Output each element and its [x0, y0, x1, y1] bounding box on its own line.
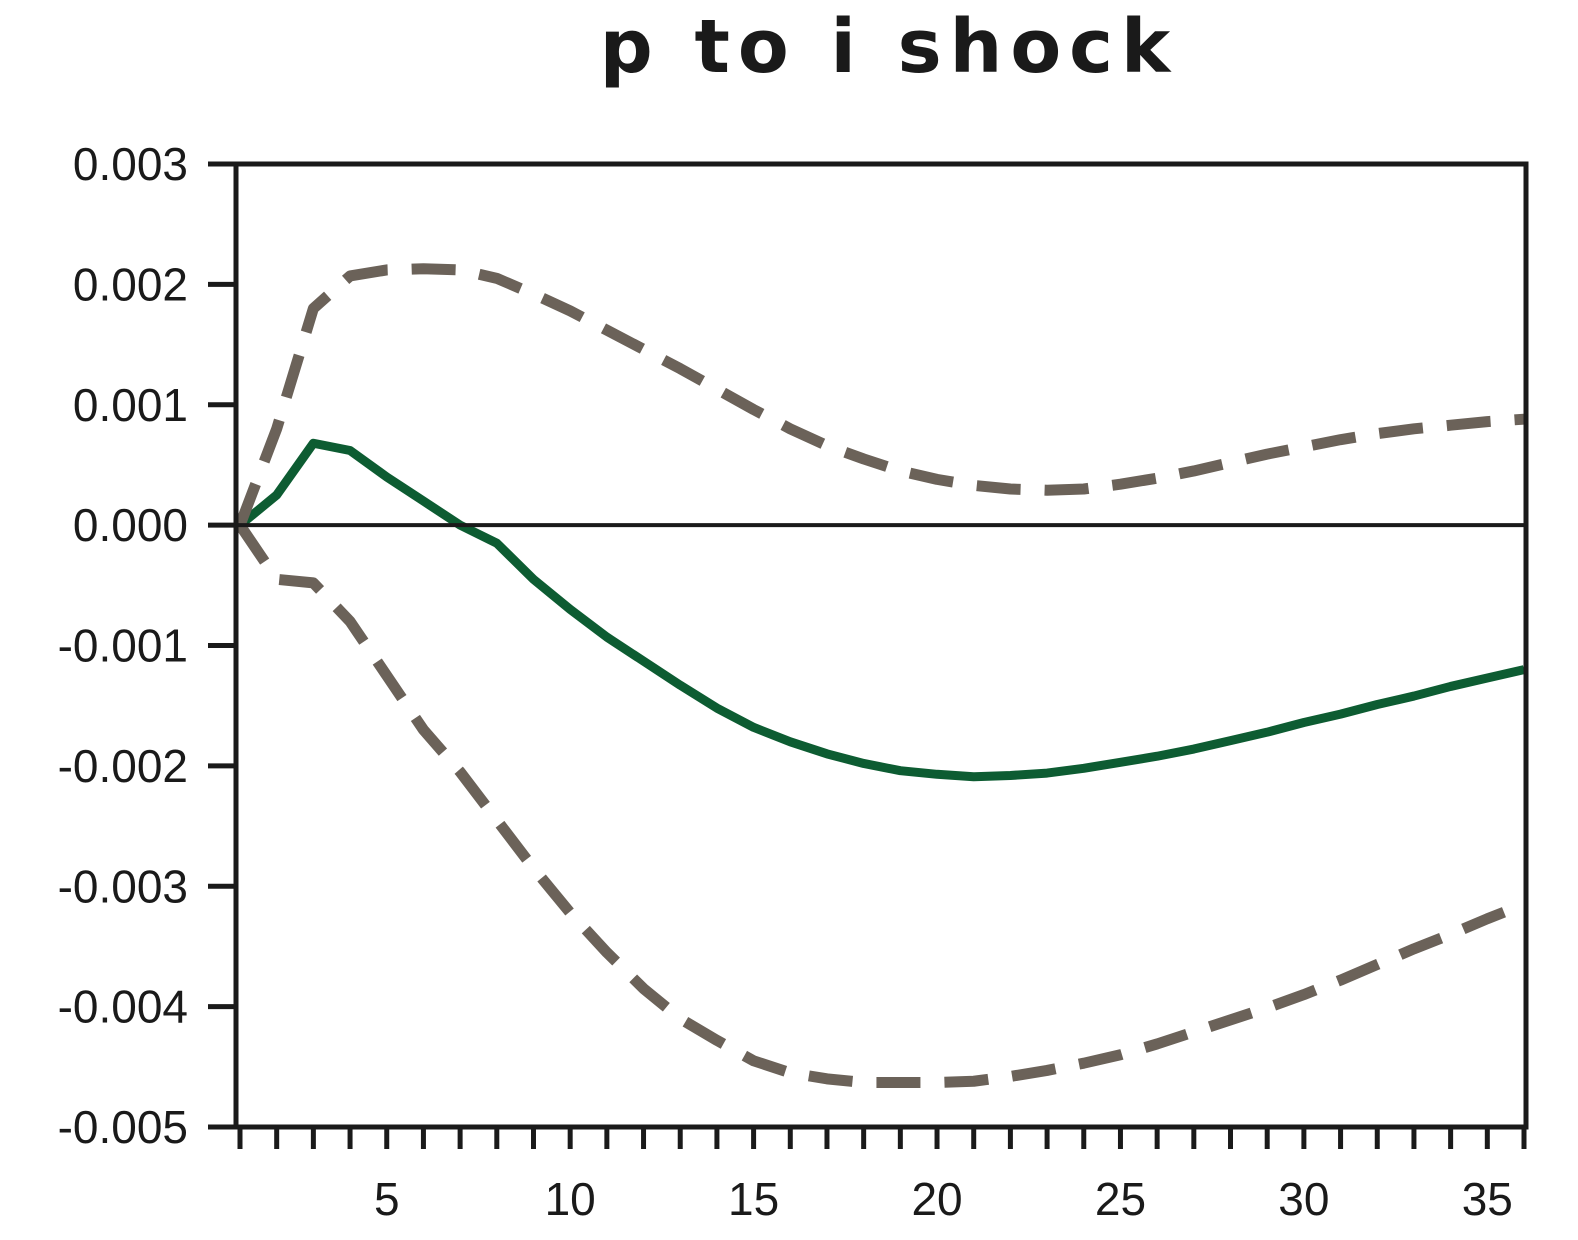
plot-frame [233, 161, 1529, 1130]
y-tick-label: -0.003 [58, 860, 188, 912]
series-layer [234, 263, 1527, 1088]
x-tick-label: 30 [1278, 1173, 1329, 1225]
x-tick-label: 25 [1095, 1173, 1146, 1225]
y-tick-label: -0.005 [58, 1101, 188, 1153]
y-axis: 0.003 0.002 0.001 0.000 -0.001 -0.002 -0.003 -0… [58, 138, 236, 1153]
response-line [237, 438, 1526, 782]
upper-band-line [234, 263, 1525, 528]
lower-band-line [235, 522, 1527, 1088]
y-tick-label: 0.000 [73, 499, 188, 551]
chart-title: p to i shock [599, 4, 1179, 90]
y-tick-label: 0.001 [73, 379, 188, 431]
x-tick-label: 35 [1462, 1173, 1513, 1225]
x-tick-label: 15 [728, 1173, 779, 1225]
x-tick-label: 5 [374, 1173, 400, 1225]
y-tick-label: 0.002 [73, 258, 188, 310]
y-tick-label: -0.001 [58, 620, 188, 672]
x-tick-label: 10 [545, 1173, 596, 1225]
y-tick-label: -0.002 [58, 740, 188, 792]
x-tick-label: 20 [911, 1173, 962, 1225]
y-tick-label: -0.004 [58, 981, 188, 1033]
y-tick-label: 0.003 [73, 138, 188, 190]
x-axis: 5 10 15 20 25 30 35 [237, 1127, 1527, 1225]
